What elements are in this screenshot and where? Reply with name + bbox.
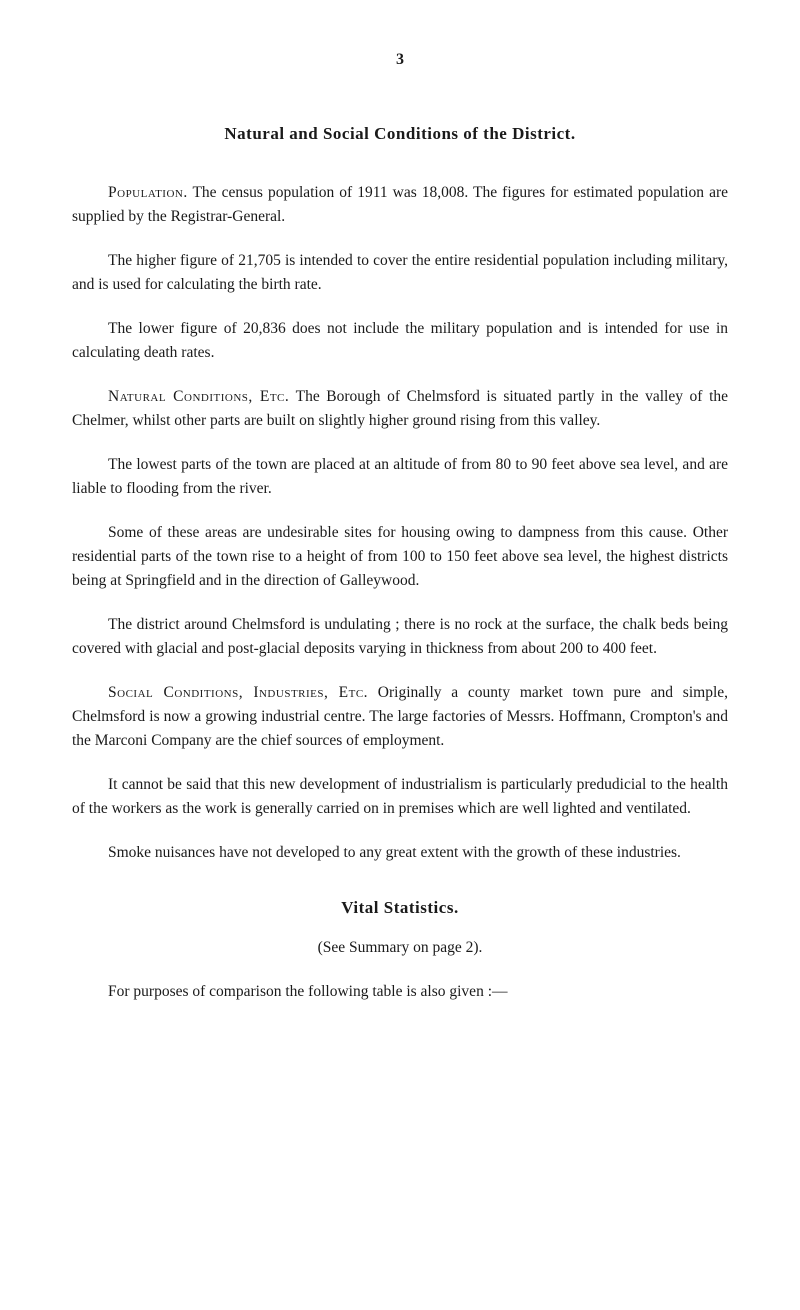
paragraph-undesirable-sites: Some of these areas are undesirable site… xyxy=(72,521,728,593)
paragraph-natural-conditions: Natural Conditions, Etc. The Borough of … xyxy=(72,385,728,433)
page-number: 3 xyxy=(72,48,728,73)
lead-social-conditions: Social Conditions, Industries, Etc. xyxy=(108,684,368,701)
paragraph-industrialism: It cannot be said that this new developm… xyxy=(72,773,728,821)
paragraph-comparison-table: For purposes of comparison the following… xyxy=(72,980,728,1004)
paragraph-social-conditions: Social Conditions, Industries, Etc. Orig… xyxy=(72,681,728,753)
section-heading-natural-social: Natural and Social Conditions of the Dis… xyxy=(72,121,728,147)
paragraph-lowest-parts: The lowest parts of the town are placed … xyxy=(72,453,728,501)
paragraph-district-undulating: The district around Chelmsford is undula… xyxy=(72,613,728,661)
paragraph-higher-figure: The higher figure of 21,705 is intended … xyxy=(72,249,728,297)
lead-natural-conditions: Natural Conditions, Etc. xyxy=(108,388,289,405)
section-heading-vital-statistics: Vital Statistics. xyxy=(72,895,728,921)
lead-population: Population. xyxy=(108,184,188,201)
paragraph-lower-figure: The lower figure of 20,836 does not incl… xyxy=(72,317,728,365)
summary-note: (See Summary on page 2). xyxy=(72,936,728,960)
paragraph-smoke-nuisances: Smoke nuisances have not developed to an… xyxy=(72,841,728,865)
paragraph-population: Population. The census population of 191… xyxy=(72,181,728,229)
